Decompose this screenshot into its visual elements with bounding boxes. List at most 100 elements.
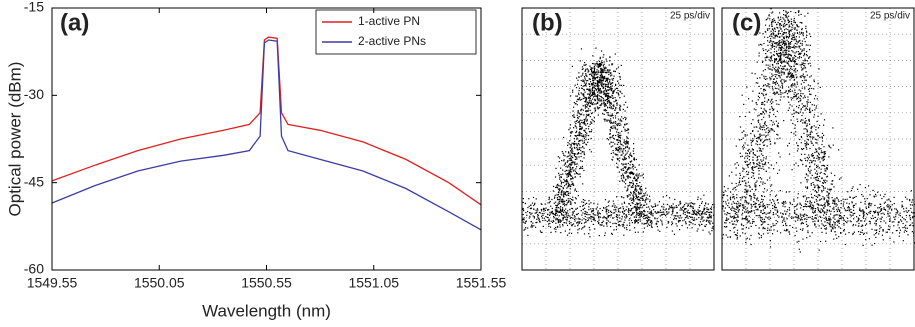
sample-dot: [586, 135, 587, 136]
sample-dot: [550, 206, 551, 207]
sample-dot: [638, 232, 639, 233]
sample-dot: [739, 173, 740, 174]
sample-dot: [568, 198, 569, 199]
sample-dot: [633, 193, 634, 194]
sample-dot: [819, 137, 820, 138]
sample-dot: [781, 72, 782, 73]
sample-dot: [588, 126, 589, 127]
sample-dot: [527, 227, 528, 228]
sample-dot: [777, 45, 778, 46]
sample-dot: [778, 104, 779, 105]
sample-dot: [819, 225, 820, 226]
sample-dot: [800, 229, 801, 230]
sample-dot: [589, 236, 590, 237]
sample-dot: [586, 121, 587, 122]
sample-dot: [570, 178, 571, 179]
sample-dot: [787, 93, 788, 94]
sample-dot: [796, 106, 797, 107]
sample-dot: [736, 220, 737, 221]
sample-dot: [770, 101, 771, 102]
sample-dot: [887, 206, 888, 207]
sample-dot: [585, 65, 586, 66]
sample-dot: [625, 110, 626, 111]
sample-dot: [556, 207, 557, 208]
sample-dot: [602, 222, 603, 223]
sample-dot: [618, 83, 619, 84]
sample-dot: [574, 121, 575, 122]
sample-dot: [708, 221, 709, 222]
sample-dot: [579, 135, 580, 136]
sample-dot: [574, 219, 575, 220]
sample-dot: [608, 84, 609, 85]
sample-dot: [883, 231, 884, 232]
sample-dot: [702, 221, 703, 222]
sample-dot: [532, 223, 533, 224]
sample-dot: [858, 219, 859, 220]
sample-dot: [851, 212, 852, 213]
sample-dot: [643, 231, 644, 232]
sample-dot: [835, 222, 836, 223]
sample-dot: [813, 88, 814, 89]
sample-dot: [814, 125, 815, 126]
sample-dot: [583, 96, 584, 97]
sample-dot: [831, 231, 832, 232]
sample-dot: [788, 110, 789, 111]
sample-dot: [585, 132, 586, 133]
sample-dot: [794, 212, 795, 213]
sample-dot: [890, 201, 891, 202]
sample-dot: [830, 211, 831, 212]
sample-dot: [591, 122, 592, 123]
sample-dot: [583, 110, 584, 111]
sample-dot: [816, 139, 817, 140]
sample-dot: [580, 147, 581, 148]
sample-dot: [824, 119, 825, 120]
sample-dot: [803, 74, 804, 75]
sample-dot: [572, 115, 573, 116]
sample-dot: [762, 163, 763, 164]
sample-dot: [675, 215, 676, 216]
sample-dot: [654, 218, 655, 219]
sample-dot: [603, 54, 604, 55]
sample-dot: [749, 159, 750, 160]
sample-dot: [708, 204, 709, 205]
sample-dot: [762, 201, 763, 202]
sample-dot: [829, 189, 830, 190]
sample-dot: [548, 219, 549, 220]
sample-dot: [811, 88, 812, 89]
sample-dot: [753, 170, 754, 171]
sample-dot: [583, 68, 584, 69]
sample-dot: [759, 134, 760, 135]
sample-dot: [769, 230, 770, 231]
sample-dot: [651, 210, 652, 211]
sample-dot: [621, 163, 622, 164]
sample-dot: [687, 203, 688, 204]
sample-dot: [585, 136, 586, 137]
sample-dot: [788, 16, 789, 17]
sample-dot: [621, 144, 622, 145]
sample-dot: [790, 42, 791, 43]
sample-dot: [752, 168, 753, 169]
sample-dot: [737, 220, 738, 221]
sample-dot: [835, 234, 836, 235]
sample-dot: [778, 216, 779, 217]
sample-dot: [863, 234, 864, 235]
sample-dot: [754, 178, 755, 179]
sample-dot: [708, 232, 709, 233]
sample-dot: [754, 167, 755, 168]
sample-dot: [758, 122, 759, 123]
sample-dot: [607, 121, 608, 122]
sample-dot: [611, 90, 612, 91]
sample-dot: [806, 51, 807, 52]
sample-dot: [579, 168, 580, 169]
sample-dot: [873, 196, 874, 197]
sample-dot: [677, 212, 678, 213]
sample-dot: [619, 158, 620, 159]
sample-dot: [772, 130, 773, 131]
sample-dot: [529, 216, 530, 217]
sample-dot: [821, 172, 822, 173]
sample-dot: [529, 206, 530, 207]
sample-dot: [834, 231, 835, 232]
sample-dot: [905, 197, 906, 198]
sample-dot: [703, 210, 704, 211]
sample-dot: [581, 210, 582, 211]
